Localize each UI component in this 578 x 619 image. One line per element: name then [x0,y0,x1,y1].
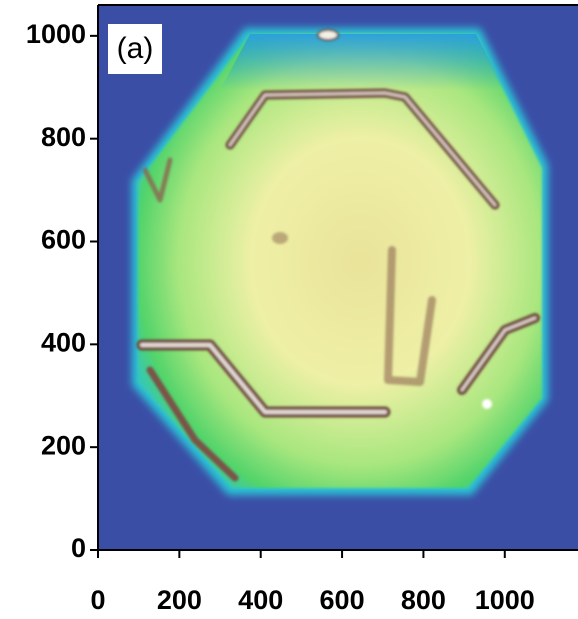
x-tick-label: 200 [157,585,202,615]
y-tick-label: 0 [71,533,86,563]
y-tick-label: 400 [41,327,86,357]
crystal [138,34,542,488]
x-tick-label: 400 [238,585,283,615]
chart: (a) 0 200 400 600 800 1000 0 200 400 600 800 1000 [0,0,578,619]
y-tick-label: 200 [41,430,86,460]
page: {"chart_data": {"type": "image", "panel_… [0,0,578,619]
y-tick-label: 1000 [26,19,86,49]
x-tick-label: 600 [320,585,365,615]
y-tick-label: 600 [41,225,86,255]
x-tick-label: 0 [90,585,105,615]
x-tick-label: 1000 [475,585,535,615]
map-image [98,5,578,550]
y-tick-label: 800 [41,122,86,152]
top-band [220,34,505,90]
x-tick-label: 800 [401,585,446,615]
panel-label: (a) [117,32,154,65]
